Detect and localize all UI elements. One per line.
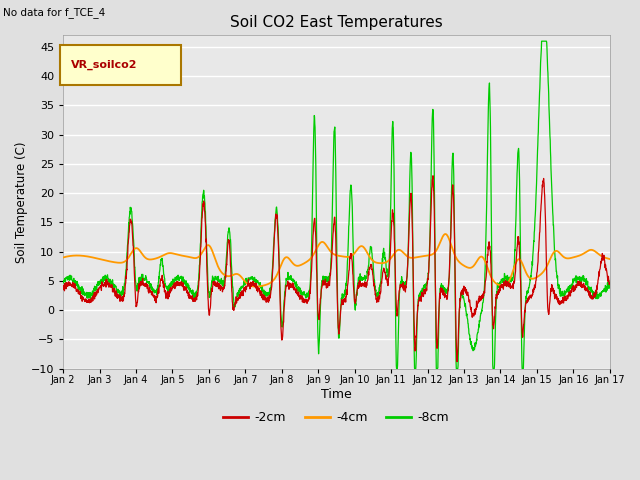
FancyBboxPatch shape bbox=[60, 45, 180, 85]
Text: VR_soilco2: VR_soilco2 bbox=[72, 60, 138, 71]
X-axis label: Time: Time bbox=[321, 388, 352, 401]
Text: No data for f_TCE_4: No data for f_TCE_4 bbox=[3, 7, 106, 18]
Legend: -2cm, -4cm, -8cm: -2cm, -4cm, -8cm bbox=[218, 406, 454, 429]
Title: Soil CO2 East Temperatures: Soil CO2 East Temperatures bbox=[230, 15, 443, 30]
Y-axis label: Soil Temperature (C): Soil Temperature (C) bbox=[15, 141, 28, 263]
